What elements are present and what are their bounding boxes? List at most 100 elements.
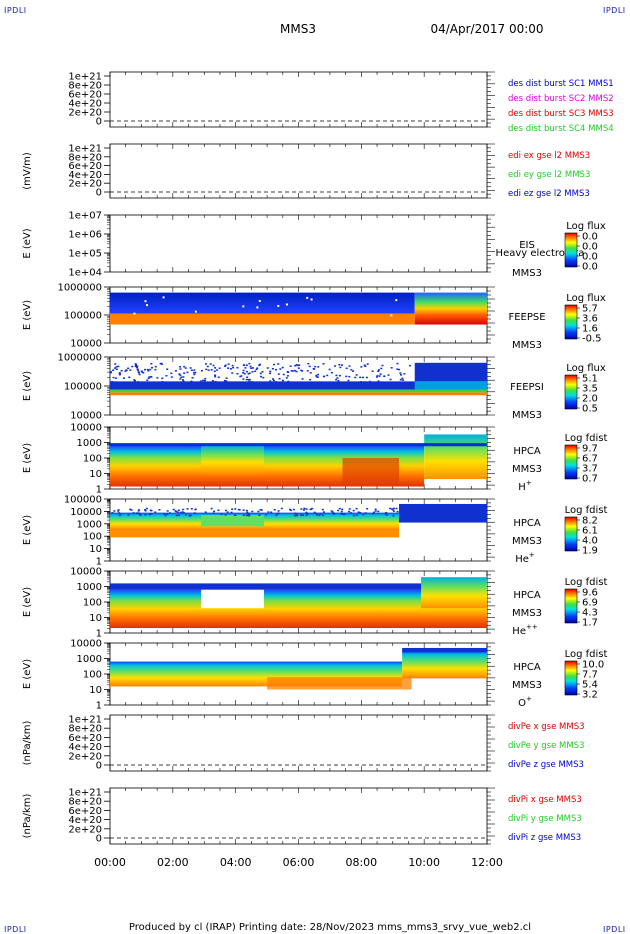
spectrogram-speck [117,509,120,511]
time-tick-label: 06:00 [283,856,315,869]
spectrogram-speck [261,371,264,373]
species-charge: + [526,479,532,487]
spectrogram-speck [212,512,215,515]
species-charge: + [529,551,535,559]
colorbar-tick-label: 3.5 [582,384,598,395]
spectrogram-band [110,392,487,396]
spectrogram-band [201,445,264,474]
time-tick-label: 08:00 [345,856,377,869]
spectrogram-speck [271,378,274,380]
spectrogram-speck [245,378,248,381]
spectrogram-speck [137,371,140,374]
spectrogram-speck [127,367,130,370]
spectrogram-speck [294,365,297,367]
spectrogram-band [110,583,487,590]
spectrogram-image [110,647,487,690]
colorbar [564,374,578,410]
spectrogram-speck [285,303,288,306]
spectrogram-speck [305,511,308,514]
spectrogram-speck [242,305,245,308]
spectrogram-speck [250,367,253,369]
spectrogram-speck [186,371,189,374]
y-axis-label: E (eV) [22,300,33,330]
spectrogram-speck [225,380,228,382]
spectrogram-speck [300,508,303,510]
spectrogram-speck [144,509,147,512]
spectrogram-speck [383,375,386,378]
y-tick-label: 1000 [77,582,102,593]
spectrogram-speck [301,370,304,372]
y-tick-label: 10000 [70,423,102,434]
spectrogram-speck [112,369,115,371]
y-tick-label: 1000 [77,654,102,665]
spectrogram-speck [273,509,276,511]
spectrogram-speck [220,513,223,516]
spectrogram-speck [330,510,333,512]
spectrogram-speck [290,370,293,372]
spectrogram-speck [214,380,217,383]
y-tick-label: 0 [96,117,102,128]
spectrogram-speck [138,373,141,376]
colorbar-title: Log fdist [565,505,608,516]
spectrogram-speck [146,304,149,307]
spectrogram-band [110,319,415,325]
spectrogram-speck [269,370,272,373]
spectrogram-speck [315,375,318,378]
corner-label-bottom-right: IPDLI [603,925,626,934]
y-tick-label: 10 [89,469,102,480]
spectrogram-speck [132,512,135,514]
colorbar-tick-label: 3.2 [582,690,598,701]
spectrogram-speck [204,377,207,380]
y-tick-label: 1 [96,485,102,496]
spectrogram-speck [200,369,203,372]
spectrogram-speck [308,365,311,368]
spectrogram-speck [291,370,294,372]
spectrogram-speck [266,367,269,369]
spectrogram-speck [363,364,366,367]
spectrogram-speck [301,378,304,380]
spectrogram-speck [209,363,212,365]
legend-entry: edi ez gse l2 MMS3 [508,189,590,199]
spectrogram-speck [242,369,245,372]
spectrogram-speck [378,375,381,377]
colorbar-title: Log flux [566,363,606,374]
spectrogram-speck [135,512,138,514]
spectrogram-speck [224,365,227,368]
y-tick-label: 1e+21 [68,144,102,155]
spectrogram-speck [247,512,250,515]
y-tick-label: 6e+20 [68,90,102,101]
spectrogram-speck [177,514,180,516]
spectrogram-speck [380,367,383,370]
spectrogram-speck [389,378,392,381]
spectrogram-speck [154,365,157,368]
spectrogram-speck [355,507,358,510]
spectrogram-speck [396,368,399,370]
spectrogram-speck [211,380,214,382]
spectrogram-speck [144,513,147,516]
spectrogram-speck [193,369,196,371]
spectrogram-speck [390,314,393,317]
spectrogram-speck [362,513,365,516]
spectrogram-speck [385,512,388,514]
spectrogram-speck [164,514,167,517]
spectrogram-speck [217,376,220,379]
spectrogram-speck [242,509,245,511]
spectrogram-speck [373,511,376,514]
spectrogram-speck [242,378,245,380]
spectrogram-image [110,292,487,325]
spectrogram-speck [230,511,233,514]
spectrogram-speck [289,365,292,367]
species-charge: ++ [526,623,538,631]
spectrogram-image [110,577,487,629]
y-tick-label: 10000 [70,639,102,650]
spectrogram-speck [271,367,274,370]
colorbar-tick-label: 8.2 [582,516,598,527]
y-axis-label: (mV/m) [22,152,33,190]
spectrogram-speck [147,370,150,372]
spectrogram-speck [333,513,336,515]
legend-entry: des dist burst SC1 MMS1 [508,79,614,89]
colorbar [564,304,578,340]
spectrogram-band [110,443,487,447]
spectrogram-speck [348,510,351,513]
